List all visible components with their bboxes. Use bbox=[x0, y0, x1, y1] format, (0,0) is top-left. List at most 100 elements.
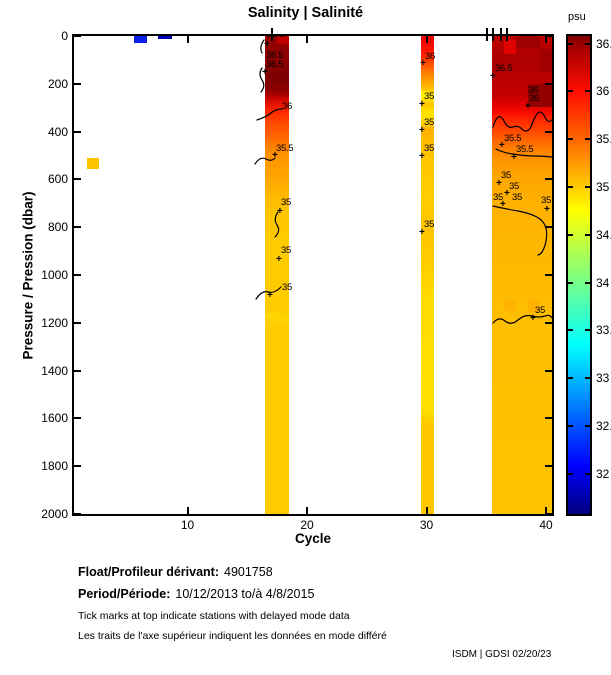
contour-label: 36.5 bbox=[495, 63, 513, 74]
x-axis-top-tick bbox=[186, 36, 189, 43]
data-mark-cycle-8-surface bbox=[157, 36, 172, 40]
contour-plus-marker: + bbox=[499, 140, 505, 151]
contour-label: 35 bbox=[424, 117, 434, 128]
colorbar-tick bbox=[585, 425, 590, 428]
y-axis-tick bbox=[74, 178, 81, 181]
heat-cell bbox=[516, 36, 541, 48]
data-band-cycles-36-40 bbox=[492, 36, 552, 514]
x-axis-tick bbox=[306, 507, 309, 514]
contour-label: 35 bbox=[541, 195, 551, 206]
heat-cell bbox=[528, 298, 541, 313]
y-axis-right-tick bbox=[545, 417, 552, 420]
contour-label: 35 bbox=[535, 305, 545, 316]
heat-cell bbox=[492, 53, 505, 71]
contour-label: 36 bbox=[282, 101, 292, 112]
contour-label: 36.5 bbox=[266, 59, 284, 70]
contour-plus-marker: + bbox=[525, 101, 531, 112]
heat-cell bbox=[504, 39, 517, 54]
heat-cell bbox=[540, 49, 552, 72]
contour-label: 35 bbox=[424, 219, 434, 230]
y-axis-tick bbox=[74, 36, 81, 37]
x-axis-top-tick bbox=[306, 36, 309, 43]
contour-plus-marker: + bbox=[544, 204, 550, 215]
period-label: Period/Période: bbox=[78, 587, 171, 601]
x-tick-label: 40 bbox=[539, 518, 553, 532]
contour-plus-marker: + bbox=[276, 254, 282, 265]
x-tick-label: 30 bbox=[419, 518, 434, 532]
contour-label: 35.5 bbox=[276, 143, 294, 154]
contour-label: 35 bbox=[512, 192, 522, 203]
y-axis-right-tick bbox=[545, 226, 552, 229]
colorbar-tick bbox=[585, 42, 590, 45]
contour-plus-marker: + bbox=[420, 58, 426, 69]
y-axis-tick bbox=[74, 465, 81, 468]
contour-label: 35 bbox=[281, 197, 291, 208]
y-axis-right-tick bbox=[545, 274, 552, 276]
footer-float-line: Float/Profileur dérivant: 4901758 bbox=[78, 565, 273, 579]
heat-cell bbox=[420, 90, 428, 99]
y-tick-label: 2000 bbox=[41, 507, 68, 521]
heat-cell bbox=[504, 300, 517, 311]
y-axis-tick bbox=[74, 369, 81, 372]
contour-label: 36.5 bbox=[266, 50, 284, 61]
period-value: 10/12/2013 to/à 4/8/2015 bbox=[175, 587, 315, 601]
contour-label: 35.5 bbox=[504, 133, 522, 144]
y-axis-tick bbox=[74, 513, 81, 514]
colorbar-tick bbox=[568, 138, 573, 141]
heat-cell bbox=[277, 36, 290, 45]
delayed-mode-tick bbox=[486, 28, 489, 41]
contour-plus-marker: + bbox=[500, 199, 506, 210]
colorbar-tick bbox=[585, 90, 590, 93]
colorbar bbox=[566, 34, 592, 516]
heat-cell bbox=[265, 312, 278, 319]
footer-note-en: Tick marks at top indicate stations with… bbox=[78, 610, 350, 622]
colorbar-tick bbox=[585, 472, 590, 475]
colorbar-tick bbox=[568, 90, 573, 93]
footer-period-line: Period/Période: 10/12/2013 to/à 4/8/2015 bbox=[78, 587, 314, 601]
delayed-mode-tick bbox=[499, 28, 502, 41]
colorbar-tick-label: 33.5 bbox=[596, 323, 611, 338]
colorbar-tick bbox=[568, 425, 573, 428]
x-axis-top-tick bbox=[425, 36, 428, 43]
y-axis-right-tick bbox=[545, 465, 552, 468]
y-tick-label: 600 bbox=[47, 172, 68, 187]
colorbar-tick bbox=[585, 377, 590, 380]
colorbar-tick-label: 35 bbox=[596, 180, 610, 195]
colorbar-tick bbox=[568, 377, 573, 380]
colorbar-tick bbox=[568, 329, 573, 332]
contour-label: 36 bbox=[528, 85, 538, 96]
figure-title: Salinity | Salinité bbox=[247, 5, 364, 21]
colorbar-tick-label: 33 bbox=[596, 371, 610, 386]
y-tick-label: 200 bbox=[47, 76, 68, 91]
float-label: Float/Profileur dérivant: bbox=[78, 565, 219, 579]
footer-note-fr: Les traits de l'axe supérieur indiquent … bbox=[78, 630, 387, 642]
y-axis-right-tick bbox=[545, 82, 552, 85]
colorbar-tick-label: 36.5 bbox=[596, 36, 611, 51]
colorbar-tick bbox=[568, 472, 573, 475]
y-tick-label: 400 bbox=[47, 124, 68, 139]
contour-plus-marker: + bbox=[267, 290, 273, 301]
delayed-mode-tick bbox=[505, 28, 508, 41]
colorbar-tick-label: 34 bbox=[596, 275, 610, 290]
contour-label: 35 bbox=[282, 282, 292, 293]
y-axis-tick bbox=[74, 82, 81, 85]
contour-plus-marker: + bbox=[419, 125, 425, 136]
y-axis-right-tick bbox=[545, 36, 552, 37]
y-axis-tick bbox=[74, 130, 81, 133]
contour-label: 35.5 bbox=[516, 144, 534, 155]
delayed-mode-tick bbox=[271, 28, 274, 41]
contour-label: 36.5 bbox=[267, 34, 285, 40]
data-mark-cycle-2-mid bbox=[87, 157, 100, 169]
heat-cell bbox=[528, 83, 552, 107]
contour-plus-marker: + bbox=[496, 178, 502, 189]
contour-plus-marker: + bbox=[419, 151, 425, 162]
contour-plus-marker: + bbox=[490, 71, 496, 82]
contour-label: 35 bbox=[493, 192, 503, 203]
plot-area: + + + + + + + + + + + + + + + + + + + +36.5 36.5 36.5 36 35.5 35… bbox=[72, 34, 554, 516]
colorbar-gradient bbox=[568, 36, 590, 514]
contour-plus-marker: + bbox=[504, 188, 510, 199]
colorbar-tick bbox=[585, 329, 590, 332]
contour-plus-marker: + bbox=[419, 99, 425, 110]
contour-plus-marker: + bbox=[419, 227, 425, 238]
x-axis-label: Cycle bbox=[294, 531, 332, 546]
